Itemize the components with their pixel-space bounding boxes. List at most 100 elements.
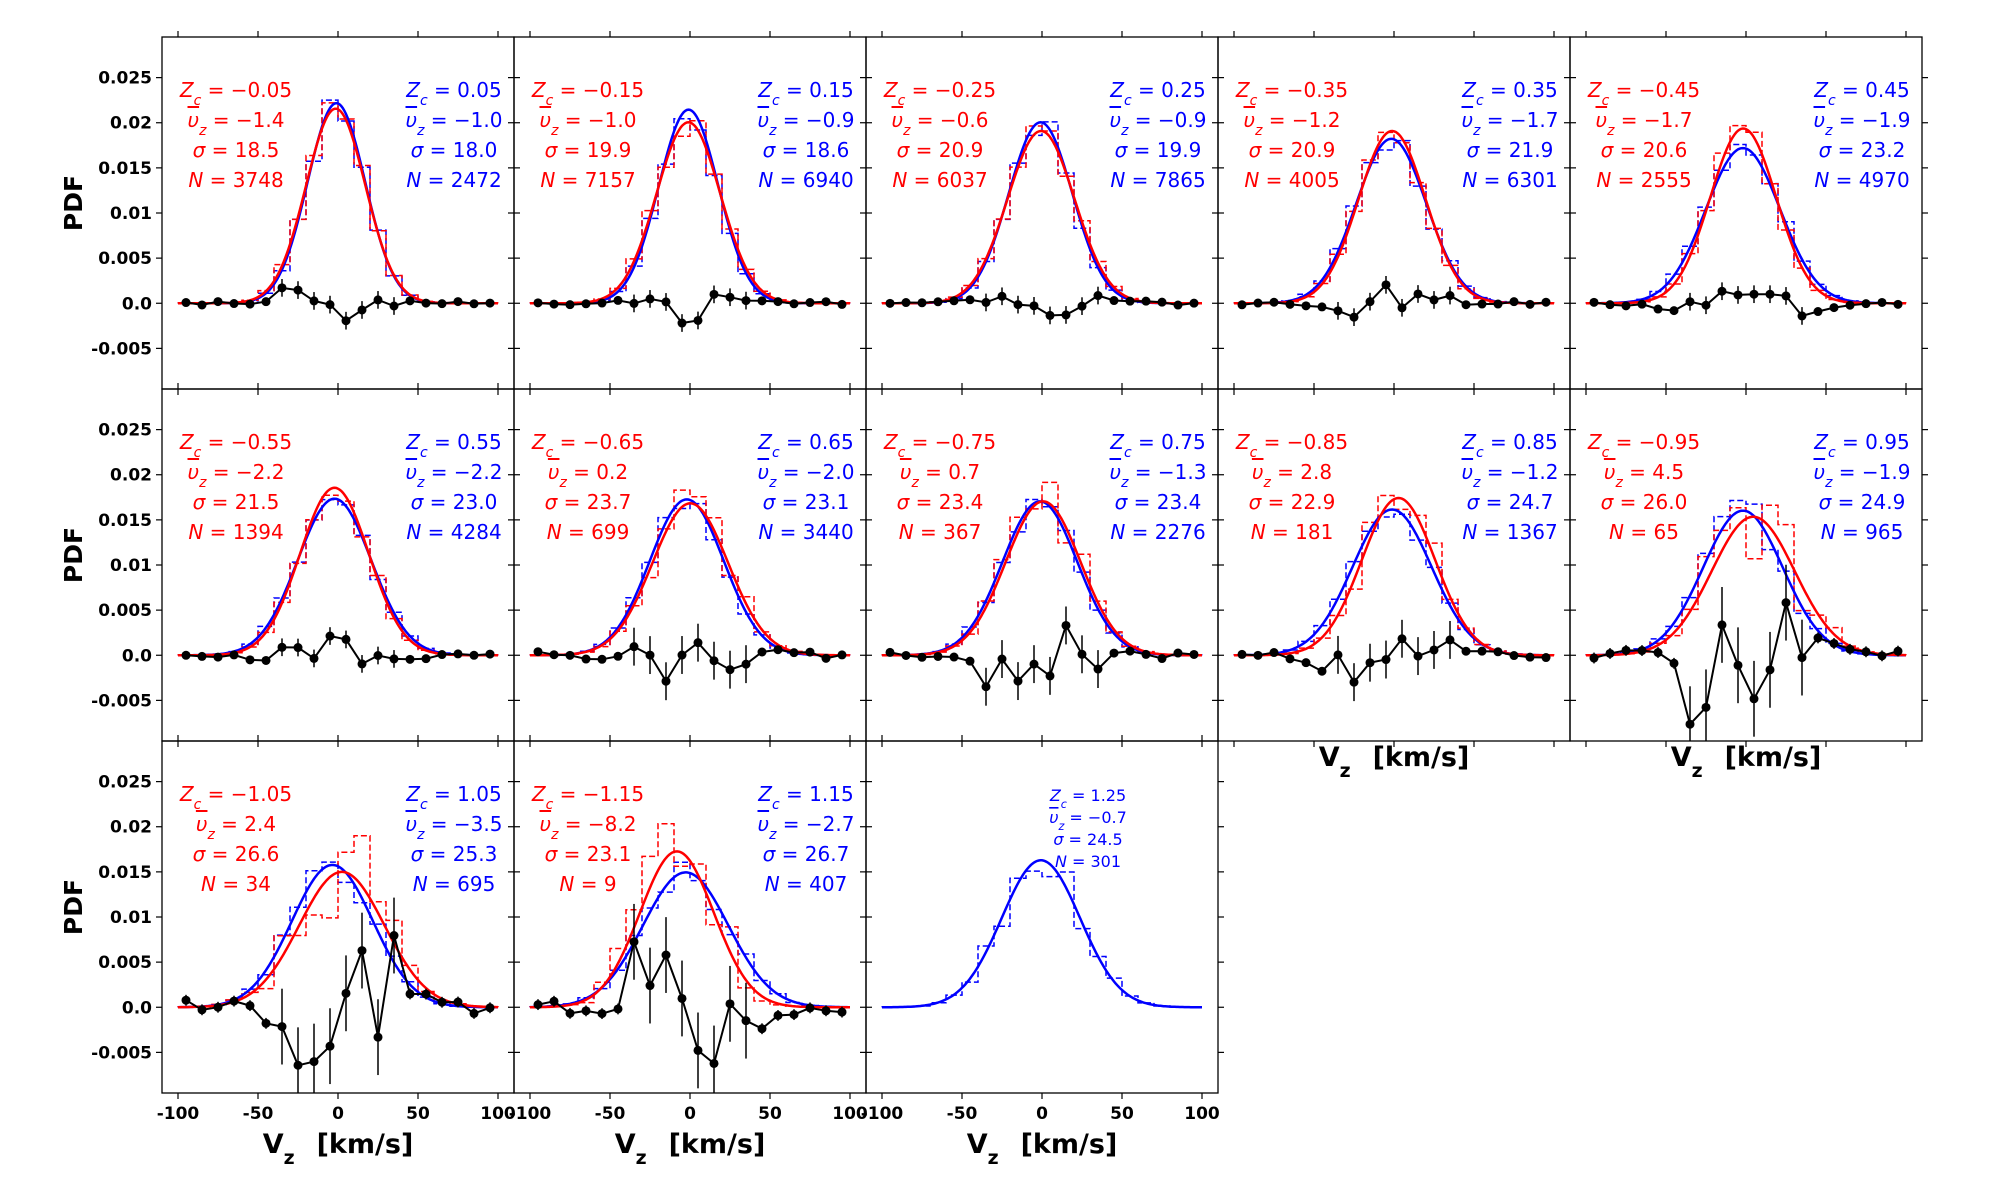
residual-point (309, 296, 319, 306)
panel-plot-area (177, 486, 499, 673)
south-annotation-sigma: σ = 20.9 (1249, 138, 1336, 162)
residual-point (1397, 634, 1407, 644)
residual-point (1669, 306, 1679, 316)
residual-point (965, 656, 975, 666)
residual-point (533, 647, 543, 657)
x-tick-label: -50 (243, 1104, 274, 1124)
residual-point (693, 638, 703, 648)
north-annotation-vz: υz = −1.3 (1110, 460, 1207, 491)
residual-point (1781, 291, 1791, 301)
residual-point (1685, 297, 1695, 307)
residual-point (181, 298, 191, 308)
residual-point (1045, 310, 1055, 320)
north-annotation-sigma: σ = 18.6 (763, 138, 850, 162)
residual-point (405, 296, 415, 306)
residual-point (773, 1010, 783, 1020)
residual-point (709, 289, 719, 299)
south-annotation-zc: Zc = −0.15 (531, 78, 644, 109)
y-axis-label: PDF (59, 879, 88, 935)
south-annotation-zc: Zc = −0.35 (1235, 78, 1348, 109)
residual-point (693, 315, 703, 325)
north-gaussian-fit (1586, 146, 1906, 305)
residual-point (661, 297, 671, 307)
residual-point (965, 295, 975, 305)
residual-point (277, 642, 287, 652)
north-annotation-vz: υz = −1.0 (406, 108, 503, 139)
residual-point (405, 989, 415, 999)
south-annotation-vz: υz = −1.0 (540, 108, 637, 139)
north-annotation-zc: Zc = 1.05 (405, 782, 501, 813)
residual-point (1141, 296, 1151, 306)
south-annotation-vz: υz = −0.6 (892, 108, 989, 139)
south-annotation-n: N = 181 (1251, 520, 1334, 544)
residual-point (1429, 645, 1439, 655)
residual-point (245, 1001, 255, 1011)
residual-point (1269, 297, 1279, 307)
y-tick-label: 0.01 (110, 556, 152, 576)
residual-point (1477, 646, 1487, 656)
residual-point (1269, 648, 1279, 658)
residual-point (1493, 647, 1503, 657)
residual-point (1157, 297, 1167, 307)
residual-point (261, 655, 271, 665)
north-annotation-zc: Zc = 1.15 (757, 782, 853, 813)
residual-point (1109, 296, 1119, 306)
residual-point (613, 1004, 623, 1014)
residual-point (1525, 652, 1535, 662)
residual-point (1845, 300, 1855, 310)
residual-point (1669, 658, 1679, 668)
residual-point (821, 1006, 831, 1016)
residual-point (1525, 299, 1535, 309)
residual-point (1093, 664, 1103, 674)
panel-plot-area (881, 121, 1203, 325)
residual-point (469, 299, 479, 309)
residual-point (341, 316, 351, 326)
north-histogram (1233, 139, 1555, 304)
residual-point (1093, 291, 1103, 301)
residual-point (1317, 666, 1327, 676)
residual-point (1589, 297, 1599, 307)
south-annotation-zc: Zc = −0.95 (1587, 430, 1700, 461)
residual-point (421, 298, 431, 308)
residual-point (1765, 289, 1775, 299)
south-annotation-n: N = 699 (547, 520, 630, 544)
y-axis-label: PDF (59, 175, 88, 231)
residual-point (1733, 660, 1743, 670)
x-tick-label: 100 (1184, 1104, 1220, 1124)
residual-point (1893, 299, 1903, 309)
south-annotation-vz: υz = 0.7 (900, 460, 980, 491)
north-annotation-n: N = 2276 (1110, 520, 1205, 544)
panel-plot-area (529, 489, 851, 701)
residual-point (1781, 598, 1791, 608)
x-tick-label: 50 (406, 1104, 430, 1124)
south-annotation-vz: υz = −1.7 (1596, 108, 1693, 139)
north-annotation-zc: Zc = 0.05 (405, 78, 501, 109)
residual-point (437, 997, 447, 1007)
residual-point (1477, 299, 1487, 309)
north-gaussian-fit (178, 101, 498, 305)
residual-point (1045, 671, 1055, 681)
residual-point (581, 1006, 591, 1016)
residual-point (1253, 298, 1263, 308)
residual-point (1029, 659, 1039, 669)
residual-point (933, 297, 943, 307)
residual-point (613, 651, 623, 661)
south-annotation-vz: υz = −1.2 (1244, 108, 1341, 139)
residual-point (1813, 633, 1823, 643)
y-tick-label: 0.025 (98, 773, 152, 793)
x-tick-label: 0 (1036, 1104, 1048, 1124)
residual-point (1685, 719, 1695, 729)
residual-point (1029, 301, 1039, 311)
residual-point (277, 1022, 287, 1032)
north-annotation-vz: υz = −2.2 (406, 460, 503, 491)
north-annotation-n: N = 7865 (1110, 168, 1205, 192)
north-annotation-sigma: σ = 24.7 (1467, 490, 1554, 514)
x-tick-label: 100 (832, 1104, 868, 1124)
residual-point (1333, 650, 1343, 660)
residual-point (1381, 655, 1391, 665)
residual-point (901, 298, 911, 308)
residual-point (1413, 651, 1423, 661)
north-annotation-vz: υz = −1.2 (1462, 460, 1559, 491)
